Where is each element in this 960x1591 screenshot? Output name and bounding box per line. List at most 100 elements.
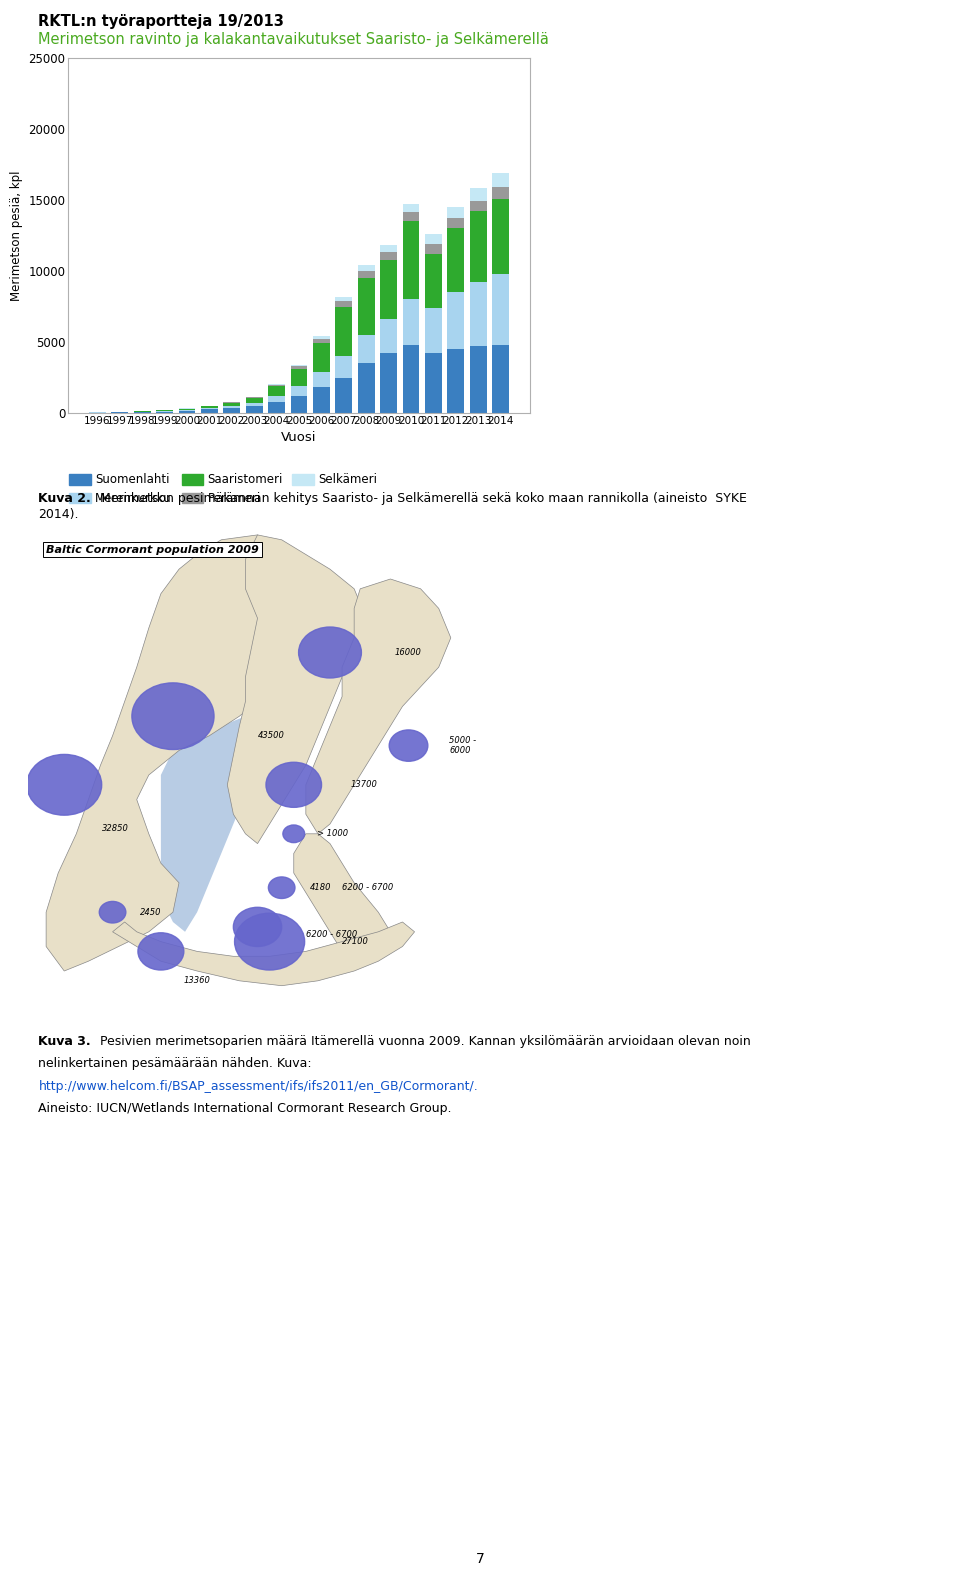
Bar bbox=[291, 369, 307, 387]
Bar bbox=[402, 212, 420, 221]
Text: RKTL:n työraportteja 19/2013: RKTL:n työraportteja 19/2013 bbox=[38, 14, 284, 29]
Bar bbox=[335, 301, 352, 307]
Bar bbox=[380, 245, 397, 251]
Bar bbox=[492, 188, 509, 199]
Bar bbox=[380, 353, 397, 414]
Bar bbox=[469, 282, 487, 347]
Circle shape bbox=[234, 913, 304, 971]
Text: 13360: 13360 bbox=[183, 977, 210, 985]
Bar bbox=[246, 398, 263, 403]
Bar bbox=[358, 266, 374, 270]
Bar bbox=[335, 296, 352, 301]
Text: Aineisto: IUCN/Wetlands International Cormorant Research Group.: Aineisto: IUCN/Wetlands International Co… bbox=[38, 1103, 452, 1115]
Bar bbox=[380, 259, 397, 320]
Bar bbox=[469, 200, 487, 212]
Bar bbox=[447, 218, 465, 229]
Bar bbox=[447, 348, 465, 414]
Text: nelinkertainen pesämäärään nähden. Kuva:: nelinkertainen pesämäärään nähden. Kuva: bbox=[38, 1058, 312, 1071]
Text: 32850: 32850 bbox=[102, 824, 129, 834]
Text: 5000 -
6000: 5000 - 6000 bbox=[449, 737, 476, 756]
Bar bbox=[313, 344, 330, 372]
Bar bbox=[380, 320, 397, 353]
Bar bbox=[224, 403, 240, 406]
Bar bbox=[358, 270, 374, 278]
Bar bbox=[447, 293, 465, 348]
Polygon shape bbox=[161, 716, 257, 932]
Bar bbox=[268, 396, 285, 401]
Circle shape bbox=[132, 683, 214, 749]
Bar bbox=[335, 307, 352, 356]
Bar bbox=[268, 401, 285, 414]
Circle shape bbox=[269, 877, 295, 899]
Text: Merimetson pesimäkannan kehitys Saaristo- ja Selkämerellä sekä koko maan ranniko: Merimetson pesimäkannan kehitys Saaristo… bbox=[100, 492, 747, 504]
Bar bbox=[224, 406, 240, 407]
Bar bbox=[358, 278, 374, 334]
Bar bbox=[425, 353, 442, 414]
Circle shape bbox=[283, 826, 304, 843]
Text: Kuva 2.: Kuva 2. bbox=[38, 492, 91, 504]
Bar bbox=[358, 363, 374, 414]
Bar bbox=[335, 356, 352, 377]
Bar bbox=[291, 396, 307, 414]
Bar bbox=[447, 229, 465, 293]
Text: 16000: 16000 bbox=[395, 648, 421, 657]
Bar bbox=[201, 409, 218, 414]
Circle shape bbox=[266, 762, 322, 807]
Bar bbox=[469, 188, 487, 200]
Bar bbox=[469, 347, 487, 414]
Text: 6200 - 6700: 6200 - 6700 bbox=[342, 883, 394, 893]
Circle shape bbox=[299, 627, 361, 678]
Circle shape bbox=[99, 902, 126, 923]
Bar bbox=[313, 339, 330, 344]
Y-axis label: Merimetson pesiä, kpl: Merimetson pesiä, kpl bbox=[10, 170, 23, 301]
Text: 43500: 43500 bbox=[257, 732, 284, 740]
Polygon shape bbox=[46, 535, 300, 971]
Bar bbox=[224, 407, 240, 414]
Bar bbox=[313, 388, 330, 414]
Bar bbox=[380, 251, 397, 259]
Bar bbox=[246, 403, 263, 406]
Circle shape bbox=[233, 907, 281, 947]
Text: 2450: 2450 bbox=[140, 908, 162, 916]
Text: 4180: 4180 bbox=[309, 883, 331, 893]
Bar bbox=[291, 366, 307, 369]
Text: Baltic Cormorant population 2009: Baltic Cormorant population 2009 bbox=[46, 544, 259, 555]
Bar bbox=[313, 372, 330, 388]
Polygon shape bbox=[294, 834, 391, 961]
Text: Merimetson ravinto ja kalakantavaikutukset Saaristo- ja Selkämerellä: Merimetson ravinto ja kalakantavaikutuks… bbox=[38, 32, 549, 48]
Bar bbox=[402, 345, 420, 414]
Bar bbox=[492, 173, 509, 188]
Text: http://www.helcom.fi/BSAP_assessment/ifs/ifs2011/en_GB/Cormorant/.: http://www.helcom.fi/BSAP_assessment/ifs… bbox=[38, 1080, 478, 1093]
Bar bbox=[425, 243, 442, 255]
Polygon shape bbox=[306, 579, 451, 834]
Bar bbox=[492, 199, 509, 274]
Bar bbox=[335, 377, 352, 414]
Text: 27100: 27100 bbox=[342, 937, 369, 947]
Bar bbox=[402, 299, 420, 345]
Bar bbox=[313, 336, 330, 339]
Text: Pesivien merimetsoparien määrä Itämerellä vuonna 2009. Kannan yksilömäärän arvio: Pesivien merimetsoparien määrä Itämerell… bbox=[100, 1036, 751, 1048]
Polygon shape bbox=[112, 923, 415, 986]
Text: 13700: 13700 bbox=[350, 780, 377, 789]
X-axis label: Vuosi: Vuosi bbox=[281, 431, 317, 444]
Bar bbox=[201, 406, 218, 409]
Circle shape bbox=[138, 932, 183, 971]
Bar bbox=[268, 387, 285, 396]
Bar bbox=[469, 212, 487, 282]
Bar bbox=[179, 410, 196, 414]
Bar bbox=[358, 334, 374, 363]
Text: > 1000: > 1000 bbox=[317, 829, 348, 838]
Bar bbox=[402, 204, 420, 212]
Text: Kuva 3.: Kuva 3. bbox=[38, 1036, 91, 1048]
Bar bbox=[402, 221, 420, 299]
Circle shape bbox=[27, 754, 102, 815]
Bar bbox=[425, 309, 442, 353]
Bar bbox=[246, 406, 263, 414]
Text: 7: 7 bbox=[475, 1551, 485, 1566]
Circle shape bbox=[389, 730, 428, 760]
Bar bbox=[492, 345, 509, 414]
Bar bbox=[492, 274, 509, 345]
Legend: Suomenlahti, Merenkurkku, Saaristomeri, Perämeri, Selkämeri: Suomenlahti, Merenkurkku, Saaristomeri, … bbox=[64, 469, 382, 511]
Text: 2014).: 2014). bbox=[38, 508, 79, 520]
Bar bbox=[291, 387, 307, 396]
